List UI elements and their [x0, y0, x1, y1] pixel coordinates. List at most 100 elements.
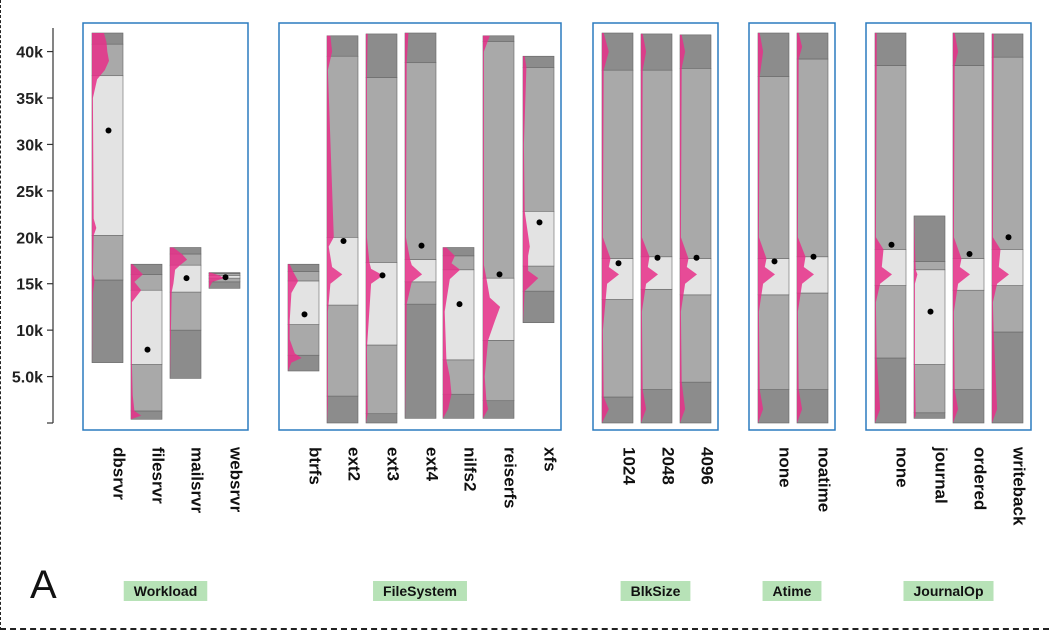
category-label: dbsrvr: [110, 447, 129, 500]
box-noatime: noatime: [796, 32, 834, 512]
box-segment-low: [796, 389, 829, 424]
box-ordered: ordered: [952, 32, 990, 510]
y-tick-label: 5.0k: [12, 370, 43, 387]
box-segment-lower: [640, 288, 673, 390]
box-segment-low: [91, 279, 124, 363]
box-segment-top: [208, 272, 241, 274]
box-filesrvr: filesrvr: [130, 263, 168, 504]
box-segment-upper: [91, 75, 124, 236]
box-segment-top: [404, 32, 437, 64]
box-segment-lower: [601, 299, 634, 398]
box-segment-top: [991, 33, 1024, 58]
mean-point: [1005, 234, 1012, 241]
mean-point: [379, 272, 386, 279]
density-shape: [758, 33, 775, 423]
box-mailsrvr: mailsrvr: [169, 247, 207, 514]
mean-point: [496, 271, 503, 278]
box-segment-lower: [913, 364, 946, 414]
panel-letter: A: [30, 563, 57, 607]
y-tick-label: 25k: [16, 184, 43, 201]
group-label: Workload: [134, 583, 198, 599]
box-segment-low: [952, 389, 985, 424]
group-panel: [748, 22, 836, 431]
group-label-background: [123, 581, 208, 601]
density-shape: [483, 35, 501, 419]
box-segment-lower: [991, 285, 1024, 333]
box-segment-low: [640, 389, 673, 424]
density-shape: [914, 215, 918, 419]
box-segment-low: [679, 381, 712, 424]
density-shape: [327, 35, 343, 424]
box-segment-low: [874, 357, 907, 424]
box-segment-top: [796, 32, 829, 60]
category-label: ext2: [345, 447, 364, 481]
group-workload: dbsrvr filesrvr mailsrvr websrvr Workload: [82, 22, 249, 601]
group-label: FileSystem: [383, 583, 457, 599]
mean-point: [888, 241, 895, 248]
box-segment-low: [757, 389, 790, 424]
category-label: none: [776, 447, 795, 488]
mean-point: [340, 238, 347, 244]
chart-panels: dbsrvr filesrvr mailsrvr websrvr Workload btr…: [82, 22, 1032, 601]
box-segment-lower: [679, 294, 712, 383]
box-segment-lower: [91, 235, 124, 281]
category-label: reiserfs: [501, 447, 520, 508]
box-segment-low: [169, 329, 202, 379]
group-label-background: [620, 581, 691, 601]
mean-point: [301, 311, 308, 318]
category-label: filesrvr: [149, 447, 168, 504]
box-segment-low: [991, 331, 1024, 424]
category-label: xfs: [541, 447, 560, 472]
box-segment-low: [365, 413, 398, 424]
group-panel: [865, 22, 1032, 431]
density-shape: [443, 247, 461, 419]
box-ext2: ext2: [326, 35, 364, 481]
box-segment-high: [404, 62, 437, 260]
density-shape: [875, 33, 892, 423]
box-segment-low: [208, 281, 241, 289]
box-segment-low: [404, 303, 437, 419]
box-none: none: [757, 32, 795, 488]
box-segment-top: [287, 263, 320, 272]
mean-point: [183, 275, 190, 282]
box-websrvr: websrvr: [208, 272, 246, 513]
box-segment-high: [522, 67, 555, 212]
box-xfs: xfs: [522, 55, 560, 472]
mean-point: [105, 127, 112, 134]
group-panel: [592, 22, 719, 431]
box-ext3: ext3: [365, 33, 403, 481]
box-segment-top: [365, 33, 398, 78]
box-segment-upper: [130, 289, 163, 365]
category-label: 1024: [620, 447, 639, 485]
group-journalop: none journal ordered writeback JournalOp: [865, 22, 1032, 601]
density-shape: [170, 247, 188, 379]
mean-point: [654, 254, 661, 261]
box-segment-upper: [913, 269, 946, 365]
mean-point: [144, 346, 151, 353]
box-segment-top: [522, 55, 555, 68]
mean-point: [222, 274, 229, 281]
group-label: Atime: [773, 583, 812, 599]
mean-point: [536, 219, 543, 226]
box-segment-high: [796, 58, 829, 258]
box-segment-top: [874, 32, 907, 66]
group-label-background: [903, 581, 994, 601]
group-label: JournalOp: [913, 583, 983, 599]
density-shape: [288, 264, 302, 371]
y-tick-label: 10k: [16, 323, 43, 340]
box-4096: 4096: [679, 34, 717, 485]
y-tick-label: 30k: [16, 137, 43, 154]
box-segment-lower: [952, 289, 985, 390]
box-segment-high: [991, 56, 1024, 250]
category-label: ext3: [384, 447, 403, 481]
box-segment-high: [640, 69, 673, 258]
box-segment-lower: [796, 292, 829, 390]
box-none: none: [874, 32, 912, 488]
mean-point: [456, 301, 463, 308]
box-segment-high: [482, 41, 515, 279]
box-segment-lower: [130, 364, 163, 412]
box-nilfs2: nilfs2: [442, 247, 480, 491]
category-label: noatime: [815, 447, 834, 512]
mean-point: [771, 258, 778, 265]
